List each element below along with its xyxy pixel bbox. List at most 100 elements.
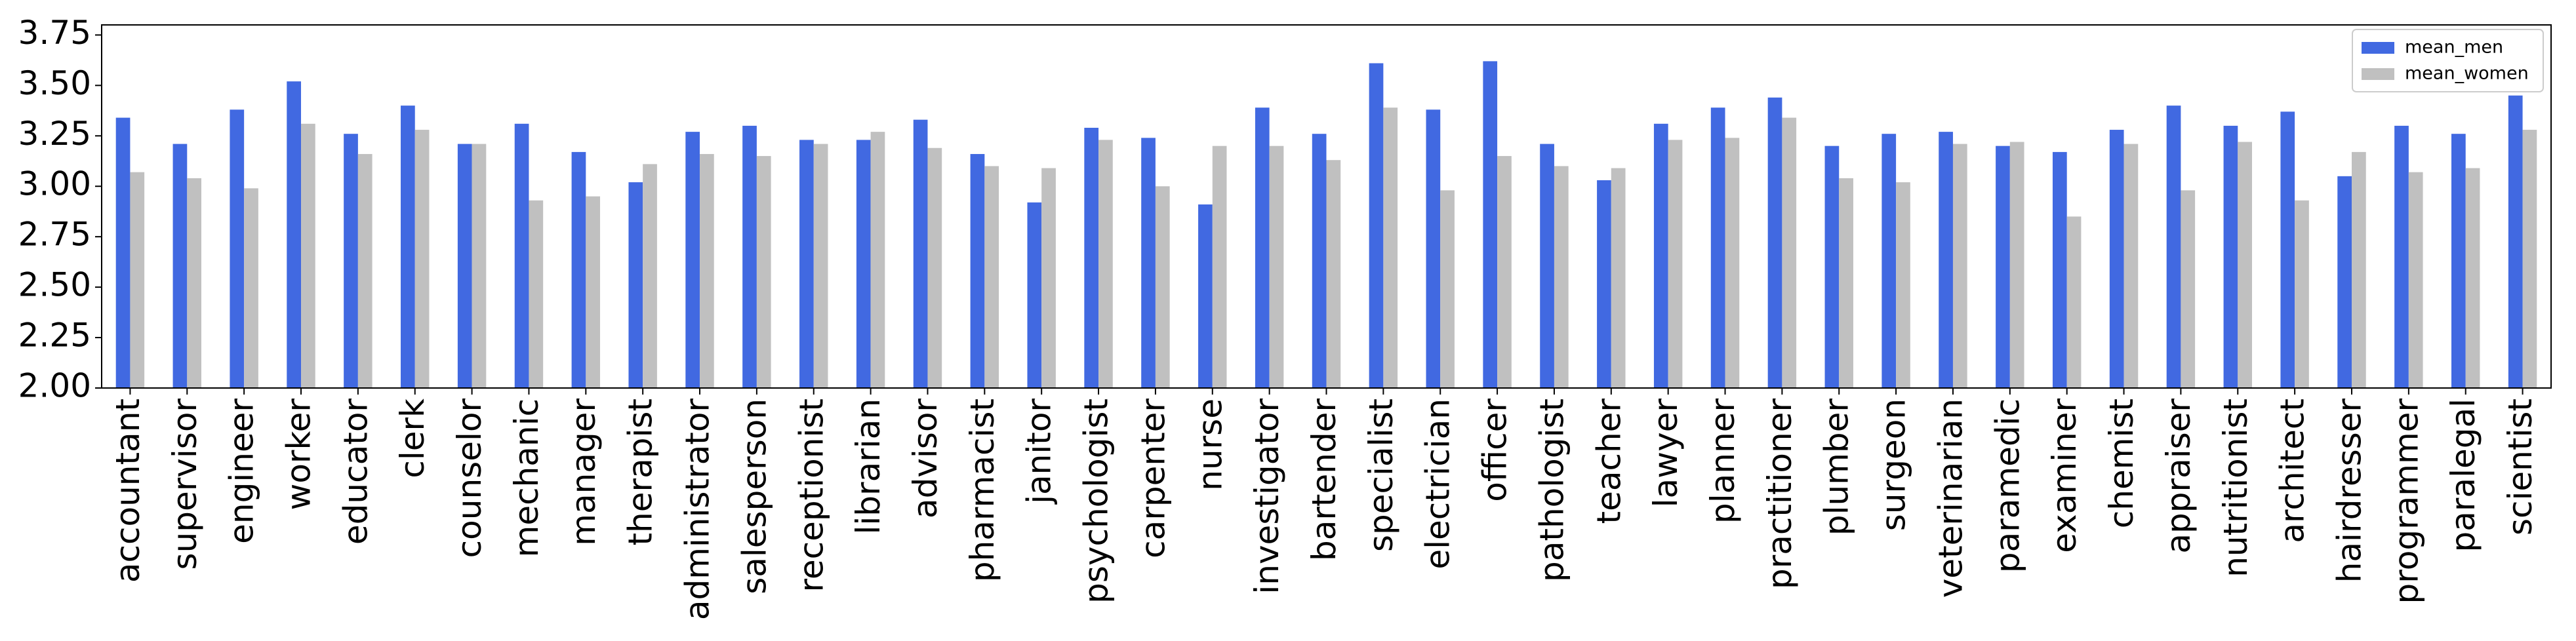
x-tick-label: educator	[336, 398, 374, 545]
bar	[1155, 186, 1170, 388]
y-tick-label: 3.50	[18, 64, 91, 102]
bar	[1426, 109, 1441, 388]
x-tick-label: lawyer	[1647, 398, 1685, 508]
x-tick-label: salesperson	[735, 398, 773, 594]
y-tick-label: 2.25	[18, 317, 91, 355]
bar	[856, 140, 871, 388]
bar	[927, 147, 942, 388]
bar	[2337, 176, 2352, 388]
bar	[1540, 144, 1554, 389]
bar	[244, 188, 258, 388]
bar	[1483, 61, 1498, 389]
bar	[984, 166, 999, 388]
x-tick-label: plumber	[1818, 398, 1856, 536]
bar	[187, 178, 202, 388]
bar	[685, 132, 700, 388]
x-tick-label: teacher	[1590, 398, 1628, 524]
legend-box	[2352, 29, 2544, 92]
bar	[1255, 107, 1270, 388]
bar	[1312, 134, 1327, 388]
y-tick-label: 3.25	[18, 115, 91, 153]
x-tick-label: planner	[1704, 398, 1742, 524]
bar	[1369, 63, 1384, 388]
x-tick-label: paramedic	[1988, 398, 2026, 573]
bar	[2223, 125, 2238, 388]
bar	[514, 123, 529, 389]
bar	[1611, 168, 1626, 388]
bar	[1668, 140, 1683, 388]
bar	[643, 164, 657, 388]
x-tick-label: architect	[2274, 398, 2312, 543]
bar	[2181, 190, 2196, 388]
bar	[742, 125, 757, 388]
x-tick-label: worker	[280, 398, 318, 511]
x-tick-label: supervisor	[166, 398, 204, 570]
bar	[813, 144, 828, 389]
bar	[870, 132, 885, 388]
x-tick-label: counselor	[451, 398, 489, 558]
x-tick-label: librarian	[849, 398, 887, 535]
bar	[172, 144, 188, 389]
x-tick-label: specialist	[1362, 398, 1400, 552]
bar	[913, 119, 928, 388]
bar	[2451, 134, 2466, 388]
bar	[1939, 132, 1953, 388]
legend-label: mean_men	[2405, 37, 2503, 58]
x-tick-label: paralegal	[2444, 398, 2482, 553]
bar	[1141, 138, 1156, 388]
bar	[1326, 160, 1341, 388]
bar	[2295, 200, 2309, 388]
bar	[2066, 216, 2082, 388]
x-tick-label: appraiser	[2160, 398, 2198, 554]
y-tick-label: 2.50	[18, 266, 91, 304]
x-tick-label: investigator	[1248, 398, 1286, 594]
bar	[414, 130, 430, 389]
bar	[2522, 130, 2537, 389]
bar	[1725, 138, 1740, 388]
bar	[1710, 107, 1725, 388]
x-tick-label: manager	[565, 398, 603, 546]
bar	[1198, 204, 1213, 388]
x-tick-label: receptionist	[792, 398, 830, 592]
bar	[1653, 123, 1668, 389]
y-tick-label: 2.00	[18, 367, 91, 405]
bar	[1839, 178, 1853, 388]
x-tick-label: advisor	[906, 398, 944, 519]
legend-swatch	[2362, 68, 2394, 80]
bar	[1782, 117, 1797, 389]
bar	[115, 117, 131, 389]
bar	[1084, 127, 1099, 388]
x-tick-label: surgeon	[1875, 398, 1913, 531]
x-tick-label: nutritionist	[2217, 398, 2255, 577]
bar	[2009, 142, 2024, 388]
bar	[130, 172, 145, 388]
bar	[1882, 134, 1897, 388]
bar	[472, 144, 487, 389]
bar	[2508, 95, 2523, 388]
bar	[1597, 180, 1611, 388]
bar	[799, 140, 814, 388]
y-tick-label: 2.75	[18, 216, 91, 254]
bar	[357, 153, 372, 388]
bar	[1554, 166, 1569, 388]
bar	[1027, 202, 1042, 388]
bar	[301, 123, 315, 389]
x-tick-label: practitioner	[1761, 398, 1799, 589]
x-tick-label: janitor	[1020, 398, 1058, 505]
bar	[1996, 146, 2010, 388]
bar	[2238, 142, 2252, 388]
bar	[700, 153, 714, 388]
x-tick-label: chemist	[2103, 398, 2141, 528]
x-tick-label: bartender	[1305, 398, 1343, 561]
x-tick-label: mechanic	[508, 398, 546, 557]
bar	[756, 156, 771, 389]
bar	[2052, 151, 2067, 388]
bar	[2280, 111, 2295, 388]
x-tick-label: accountant	[109, 398, 147, 583]
bar	[401, 106, 415, 388]
bar	[1497, 156, 1512, 389]
bar	[457, 144, 472, 389]
bar	[529, 200, 544, 388]
legend: mean_men mean_women	[2352, 29, 2544, 92]
